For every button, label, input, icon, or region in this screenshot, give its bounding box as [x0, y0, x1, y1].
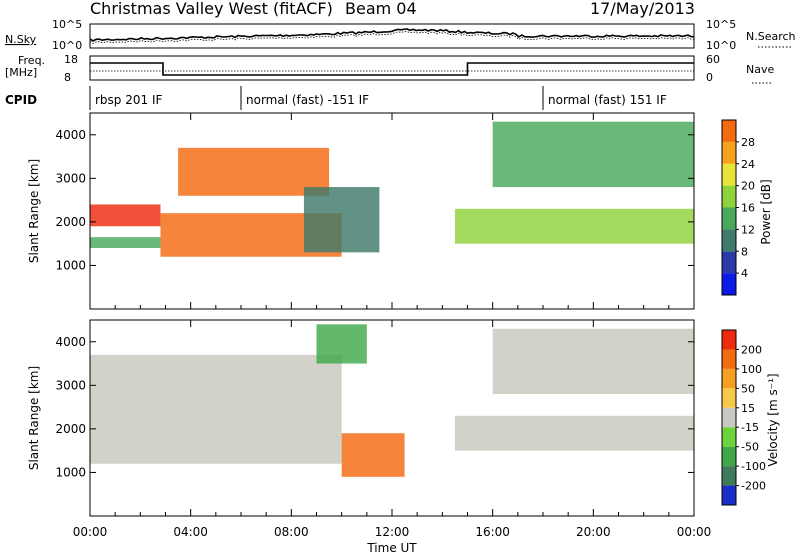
vel-region [341, 433, 405, 477]
vel-cbar-swatch [722, 388, 736, 408]
nsearch-tick-top: 10^5 [706, 18, 736, 31]
power-region [492, 121, 694, 188]
power-ytick-label: 1000 [55, 258, 86, 272]
freq-label-1: Freq. [18, 54, 45, 67]
vel-ytick-label: 1000 [55, 465, 86, 479]
station-title: Christmas Valley West (fitACF) [90, 0, 333, 18]
power-cbar-swatch [722, 141, 736, 164]
power-region [454, 208, 694, 244]
vel-cbar-tick-label: -50 [741, 441, 759, 454]
time-tick-label: 12:00 [375, 525, 410, 539]
cpid-segment-label: rbsp 201 IF [95, 93, 162, 107]
vel-cbar-swatch [722, 368, 736, 389]
freq-label-2: [MHz] [5, 66, 37, 79]
nsky-tick-bottom: 10^0 [52, 39, 82, 52]
vel-cbar-swatch [722, 427, 736, 447]
power-region [303, 187, 380, 253]
vel-cbar-swatch [722, 349, 736, 369]
power-cbar-swatch [722, 120, 736, 142]
beam-label: Beam 04 [345, 0, 417, 18]
time-tick-label: 00:00 [677, 525, 712, 539]
vel-region [90, 354, 342, 464]
vel-cbar-tick-label: -100 [741, 460, 766, 473]
power-cbar-label: Power [dB] [759, 179, 773, 244]
nave-label: Nave [746, 63, 774, 76]
power-ytick-label: 3000 [55, 171, 86, 185]
power-cbar-swatch [722, 273, 736, 295]
power-panel: 1000 2000 3000 4000 Slant Range [km] 4 8 12 16… [27, 112, 773, 310]
vel-region [316, 324, 367, 364]
power-cbar-swatch [722, 185, 736, 208]
vel-cbar-swatch [722, 330, 736, 350]
time-axis-label: Time UT [366, 541, 417, 554]
power-cbar-swatch [722, 229, 736, 252]
vel-cbar-swatch [722, 485, 736, 505]
vel-cbar-swatch [722, 466, 736, 486]
freq-trace [90, 62, 694, 76]
nsky-panel: N.Sky 10^5 10^0 10^5 10^0 N.Search [5, 18, 796, 52]
vel-ytick-label: 4000 [55, 335, 86, 349]
cpid-row: CPID rbsp 201 IF normal (fast) -151 IF nor… [5, 86, 667, 110]
power-cbar-swatch [722, 163, 736, 186]
power-cbar-swatch [722, 207, 736, 230]
vel-cbar-tick-label: 15 [741, 402, 755, 415]
time-tick-label: 04:00 [173, 525, 208, 539]
vel-cbar-tick-label: 100 [741, 363, 762, 376]
vel-ytick-label: 3000 [55, 378, 86, 392]
time-tick-label: 16:00 [475, 525, 510, 539]
nsky-trace [89, 28, 695, 42]
nave-tick-top: 60 [706, 53, 720, 66]
cpid-segment-label: normal (fast) 151 IF [548, 93, 667, 107]
power-cbar-tick-label: 4 [741, 267, 748, 280]
time-tick-label: 00:00 [73, 525, 108, 539]
power-ytick-label: 4000 [55, 128, 86, 142]
cpid-label: CPID [5, 93, 37, 107]
power-cbar-tick-label: 20 [741, 180, 755, 193]
time-axis: 00:00 04:00 08:00 12:00 16:00 20:00 00:00 [73, 113, 712, 539]
vel-cbar-tick-label: -200 [741, 480, 766, 493]
vel-cbar-tick-label: 50 [741, 382, 755, 395]
velocity-cbar-label: Velocity [m s⁻¹] [766, 373, 780, 466]
power-cbar-tick-label: 8 [741, 245, 748, 258]
power-cbar-tick-label: 28 [741, 136, 755, 149]
power-ytick-label: 2000 [55, 215, 86, 229]
power-cbar-tick-label: 16 [741, 202, 755, 215]
vel-region [454, 415, 694, 451]
time-tick-label: 20:00 [576, 525, 611, 539]
cpid-segment-label: normal (fast) -151 IF [246, 93, 369, 107]
time-tick-label: 08:00 [274, 525, 309, 539]
power-ylabel: Slant Range [km] [27, 159, 41, 263]
vel-region [492, 328, 694, 395]
nsky-tick-top: 10^5 [52, 18, 82, 31]
power-region [90, 204, 161, 227]
freq-panel: Freq. [MHz] 18 8 60 0 Nave [5, 53, 774, 84]
velocity-ylabel: Slant Range [km] [27, 366, 41, 470]
power-cbar-swatch [722, 251, 736, 274]
freq-tick-bottom: 8 [64, 71, 71, 84]
date-label: 17/May/2013 [590, 0, 695, 18]
freq-tick-top: 18 [64, 53, 78, 66]
vel-cbar-frame [721, 329, 737, 506]
nsearch-tick-bottom: 10^0 [706, 39, 736, 52]
nsearch-label: N.Search [746, 30, 796, 43]
power-region [90, 237, 161, 249]
nsky-label: N.Sky [5, 33, 37, 46]
vel-cbar-swatch [722, 407, 736, 428]
power-cbar-tick-label: 12 [741, 223, 755, 236]
power-cbar-tick-label: 24 [741, 158, 755, 171]
vel-ytick-label: 2000 [55, 422, 86, 436]
nave-tick-bottom: 0 [706, 71, 713, 84]
vel-cbar-swatch [722, 446, 736, 467]
vel-cbar-tick-label: 200 [741, 343, 762, 356]
velocity-panel: 1000 2000 3000 4000 Slant Range [km] 200 100… [27, 319, 780, 517]
vel-cbar-tick-label: -15 [741, 421, 759, 434]
